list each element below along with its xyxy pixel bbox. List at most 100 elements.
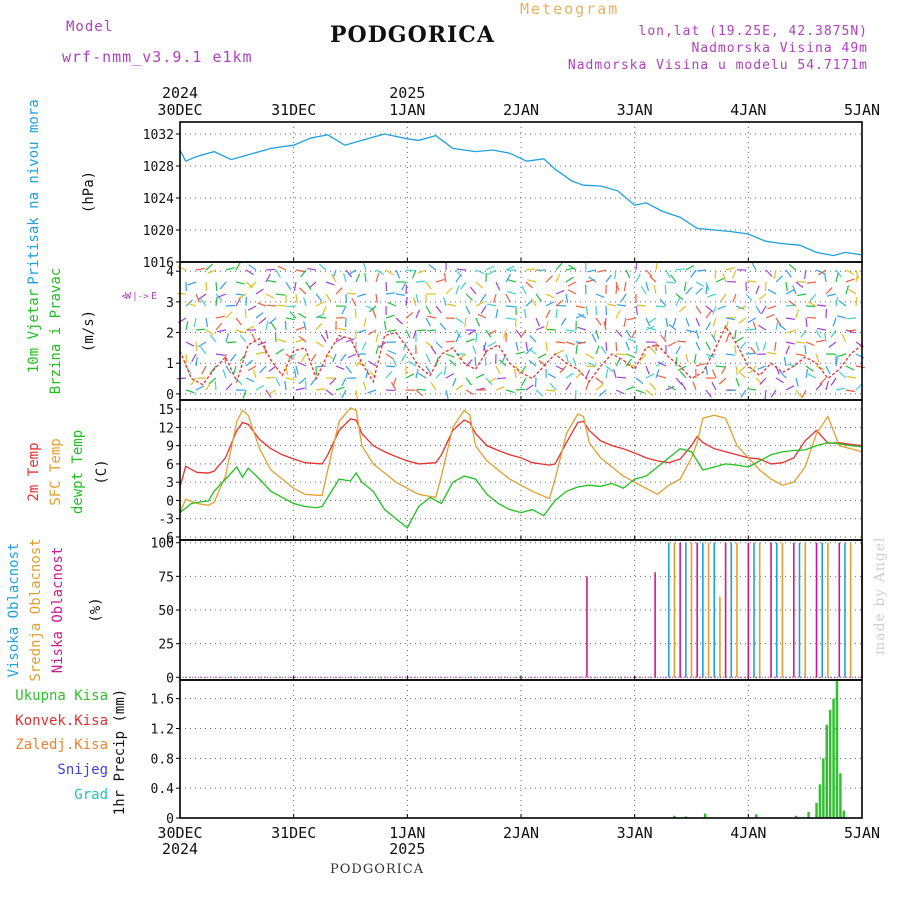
wind-barb	[587, 269, 597, 273]
wind-barb	[595, 377, 604, 384]
wind-barb	[244, 308, 247, 319]
wind-barb	[354, 308, 357, 319]
wind-barb	[685, 286, 693, 295]
wind-barb	[783, 357, 787, 367]
wind-barb	[395, 269, 401, 279]
wind-barb	[565, 276, 574, 283]
wind-barb	[718, 377, 727, 385]
wind-barb	[725, 333, 730, 343]
bottom-day-label: 2JAN	[503, 824, 539, 842]
wind-barb	[427, 315, 437, 319]
wind-barb	[415, 280, 426, 283]
wind-barb	[387, 349, 397, 355]
wind-barb	[245, 281, 254, 289]
wind-barb	[767, 288, 777, 295]
wind-barb	[805, 365, 814, 372]
wind-barb	[665, 269, 671, 279]
wind-barb	[195, 267, 205, 271]
wind-barb	[577, 341, 587, 345]
wind-barb	[625, 329, 632, 338]
wind-barb	[779, 370, 787, 379]
wind-barb	[443, 273, 447, 283]
wind-barb	[472, 345, 477, 355]
wind-barb	[332, 353, 337, 363]
wind-barb	[207, 269, 217, 274]
wind-barb	[667, 385, 677, 391]
wind-barb	[695, 363, 705, 367]
wind-barb	[565, 382, 572, 391]
wind-barb	[456, 268, 467, 271]
wind-barb	[664, 284, 667, 295]
wind-barb	[597, 269, 607, 273]
wind-barb	[395, 293, 405, 296]
wind-barb	[705, 389, 712, 398]
wind-barb	[300, 269, 307, 278]
wind-barb	[815, 269, 825, 275]
wind-barb	[455, 384, 464, 391]
precip-bar	[832, 698, 835, 818]
wind-barb	[201, 365, 207, 375]
wind-barb	[293, 369, 297, 379]
wind-barb	[685, 264, 695, 271]
model-name: wrf-nmm_v3.9.1 e1km	[62, 48, 253, 66]
wind-barb	[347, 353, 357, 359]
wind-barb	[325, 293, 332, 302]
wind-barb	[627, 317, 637, 321]
cloud-bar	[827, 542, 829, 678]
wind-barb	[507, 278, 517, 283]
wind-barb	[556, 304, 567, 307]
wind-barb	[265, 268, 276, 271]
wind-barb	[303, 297, 307, 307]
wind-barb	[245, 269, 255, 276]
wind-barb	[664, 329, 667, 340]
wind-barb	[605, 365, 614, 373]
wind-barb	[755, 305, 762, 315]
cloud-bar	[685, 542, 687, 678]
wind-barb	[739, 341, 747, 350]
wind-barb	[315, 301, 325, 307]
wind-barb	[758, 293, 767, 301]
lonlat-label: lon,lat (19.25E, 42.3875N)	[638, 24, 868, 39]
wind-barb	[245, 359, 254, 367]
wind-barb	[645, 317, 651, 327]
wind-barb	[792, 285, 797, 295]
wind-barb	[675, 345, 681, 355]
wind-barb	[761, 305, 767, 315]
wind-barb	[565, 329, 575, 332]
wind-barb	[428, 264, 437, 271]
wind-barb	[785, 281, 788, 291]
wind-barb	[837, 315, 847, 319]
wind-barb	[809, 293, 817, 302]
y-tick-label: 1024	[143, 192, 174, 207]
wind-barb	[505, 293, 511, 303]
wind-barb	[749, 346, 757, 355]
wind-barb	[460, 281, 467, 290]
wind-barb	[455, 329, 462, 338]
y-tick-label: 2	[166, 327, 174, 342]
wind-barb	[275, 348, 284, 355]
wind-barb	[775, 377, 784, 384]
wind-barb	[668, 323, 677, 331]
wind-barb	[320, 334, 327, 343]
wind-barb	[351, 297, 357, 307]
top-day-label: 5JAN	[844, 101, 880, 119]
wind-barb	[655, 369, 660, 379]
wind-barb	[835, 269, 842, 278]
wind-barb	[529, 335, 537, 343]
wind-barb	[747, 388, 757, 391]
wind-barb	[715, 365, 726, 368]
wind-barb	[265, 321, 269, 331]
wind-barb	[705, 310, 712, 319]
wind-barb	[235, 317, 242, 326]
wind-barb	[738, 371, 747, 379]
wind-barb	[785, 341, 795, 345]
wind-barb	[587, 362, 597, 367]
wind-barb	[837, 353, 847, 358]
wind-barb	[705, 365, 709, 375]
wind-barb	[645, 281, 650, 291]
wind-barb	[528, 348, 537, 355]
wind-barb	[345, 338, 355, 343]
wind-barb	[465, 338, 475, 343]
bottom-day-label: 5JAN	[844, 824, 880, 842]
wind-barb	[615, 281, 620, 291]
